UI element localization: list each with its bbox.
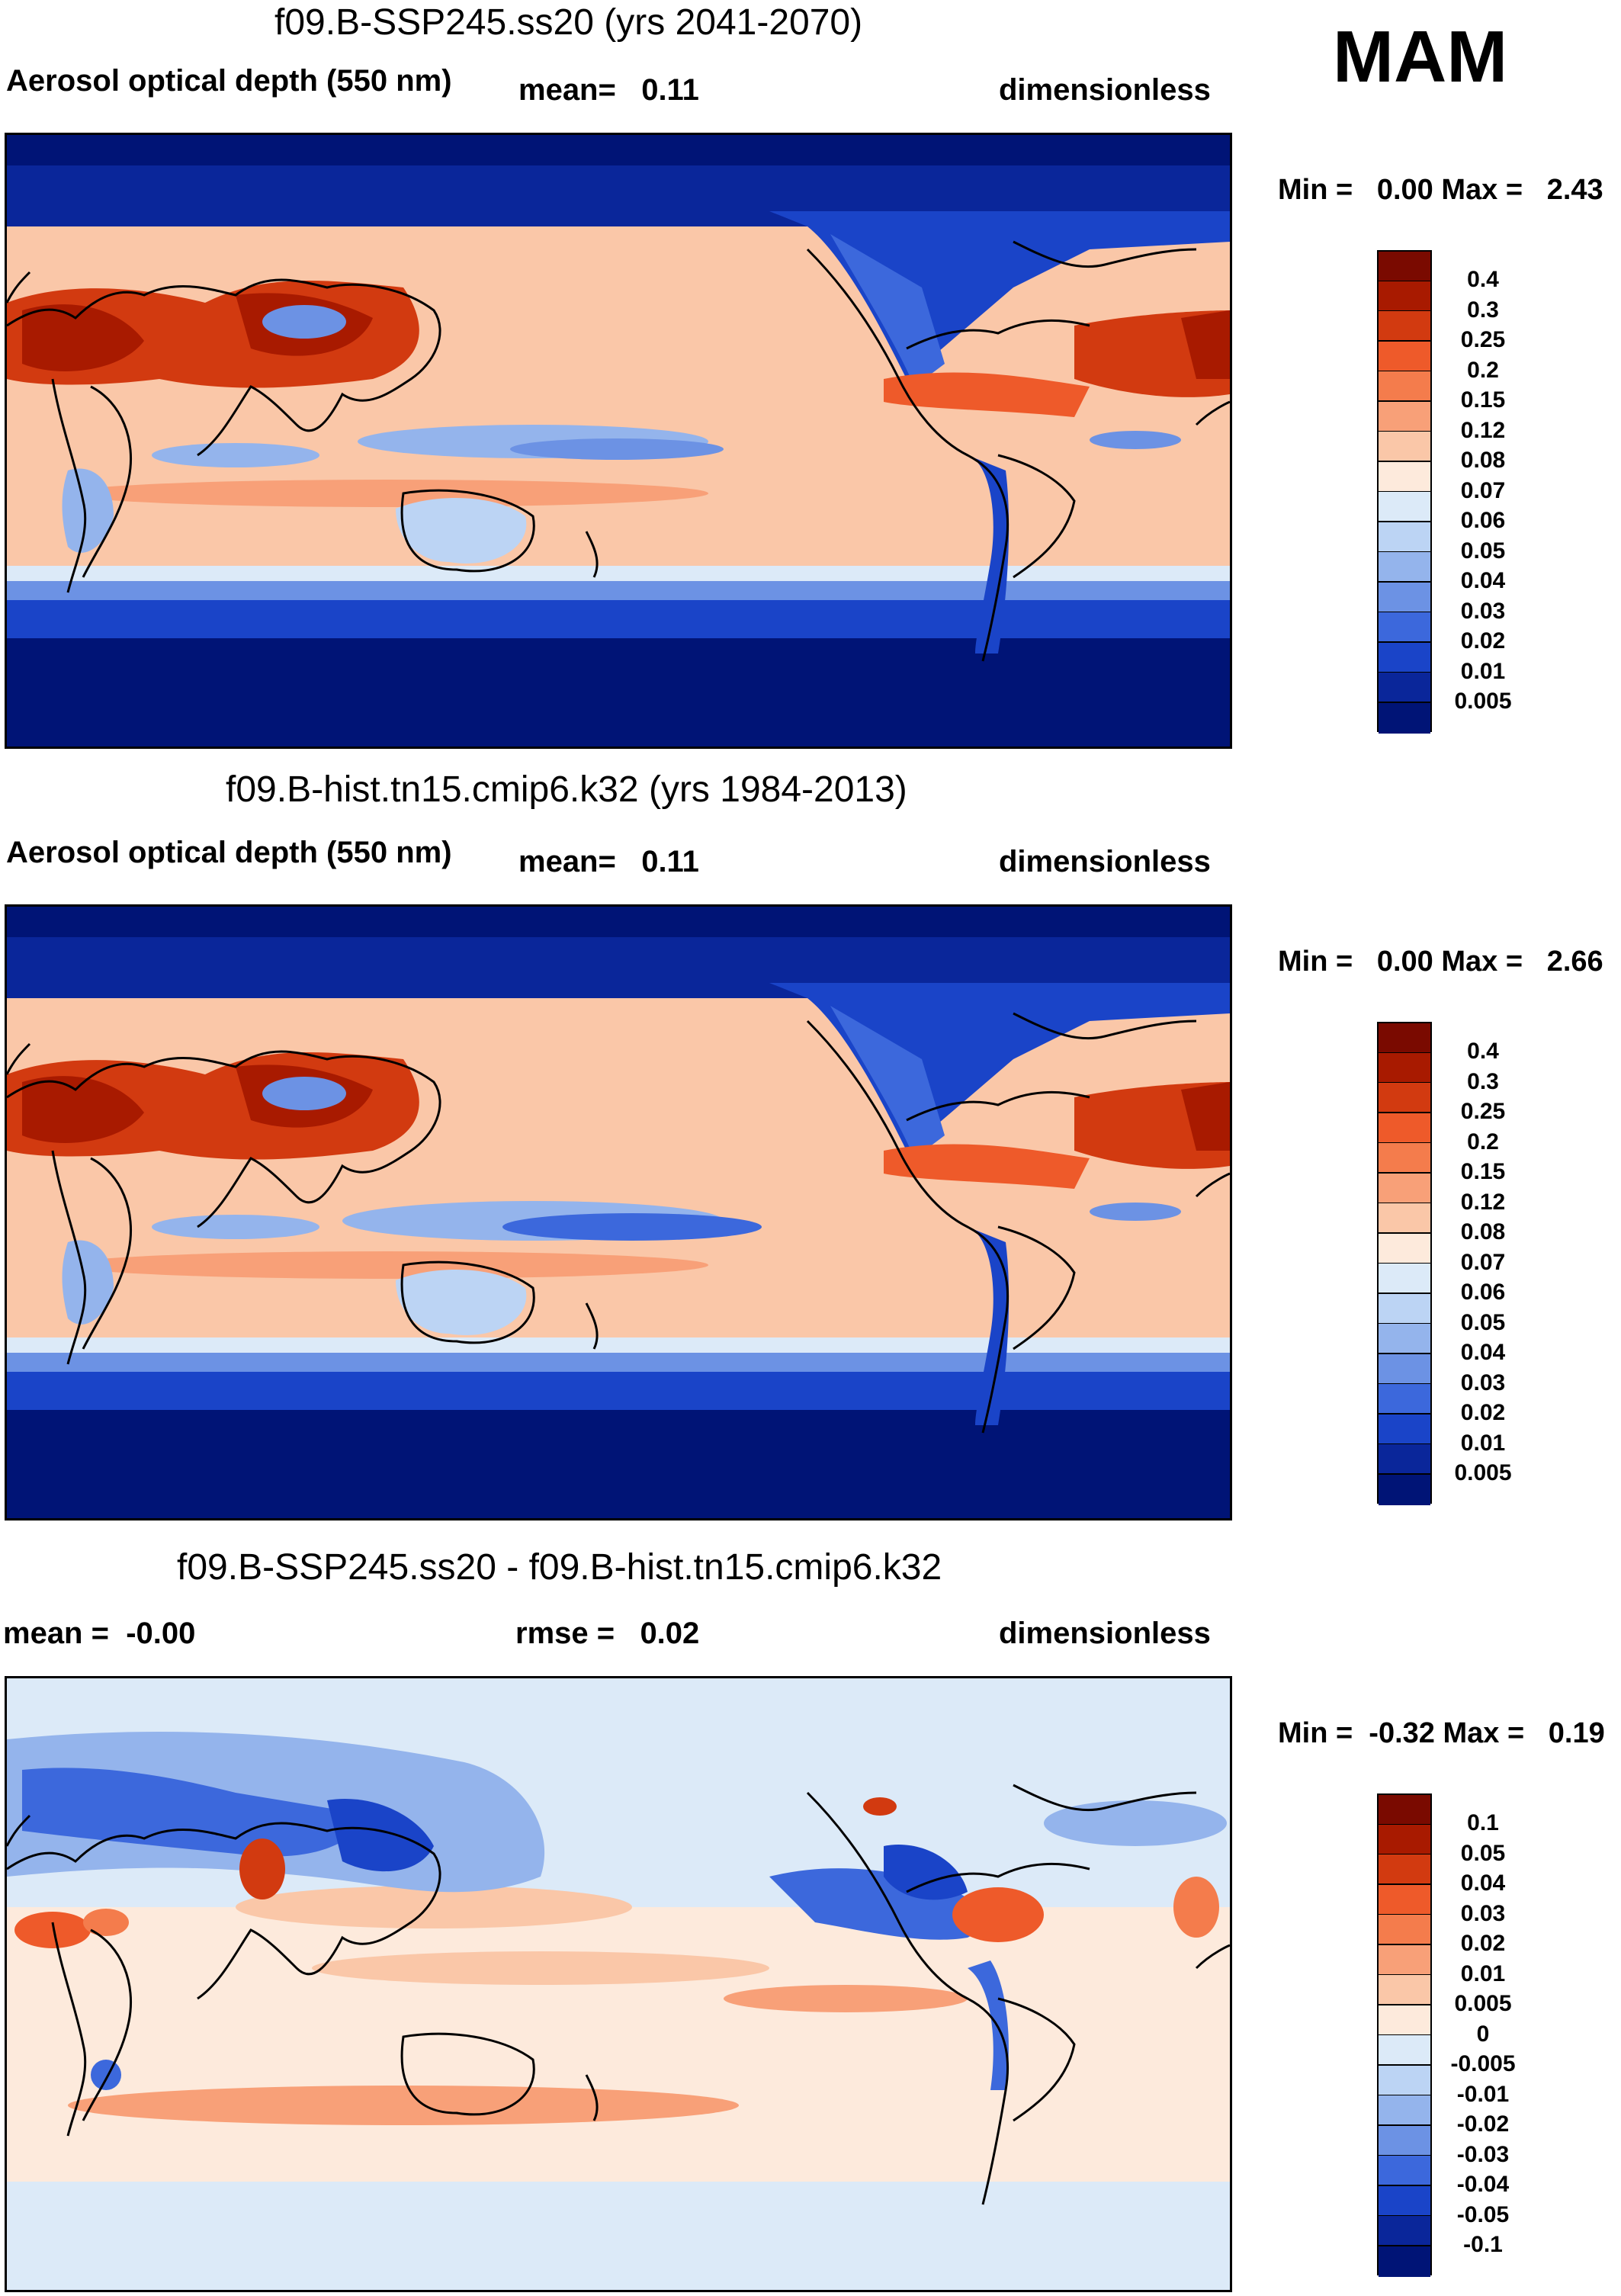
- season-label: MAM: [1333, 16, 1508, 98]
- colorbar-label: 0.07: [1460, 478, 1506, 503]
- colorbar-label: 0.005: [1454, 1991, 1512, 2016]
- colorbar-label: 0.4: [1467, 1039, 1499, 1064]
- colorbar-label: -0.005: [1450, 2051, 1516, 2076]
- colorbar-label: 0.03: [1460, 1370, 1506, 1395]
- colorbar-label: -0.1: [1463, 2232, 1503, 2257]
- colorbar-label: -0.01: [1456, 2082, 1510, 2107]
- colorbar-label: 0.1: [1467, 1810, 1499, 1835]
- colorbar-label: 0.25: [1460, 1099, 1506, 1124]
- colorbar-label: 0.12: [1460, 1190, 1506, 1215]
- panel2-minmax: Min = 0.00 Max = 2.66: [1278, 946, 1603, 978]
- colorbar-label: 0.12: [1460, 418, 1506, 443]
- colorbar-label: -0.05: [1456, 2202, 1510, 2227]
- colorbar-label: 0.15: [1460, 387, 1506, 413]
- panel1-colorbar: [1377, 250, 1432, 734]
- colorbar-label: 0.08: [1460, 448, 1506, 473]
- panel1-title: f09.B-SSP245.ss20 (yrs 2041-2070): [274, 2, 863, 43]
- colorbar-label: 0.005: [1454, 689, 1512, 714]
- colorbar-label: 0.01: [1460, 1431, 1506, 1456]
- colorbar-label: 0.06: [1460, 508, 1506, 533]
- colorbar-label: 0.2: [1467, 1129, 1499, 1154]
- colorbar-label: 0.02: [1460, 1400, 1506, 1425]
- panel2-title: f09.B-hist.tn15.cmip6.k32 (yrs 1984-2013…: [226, 769, 907, 810]
- panel2-map: [5, 904, 1232, 1520]
- panel2-colorbar: [1377, 1022, 1432, 1505]
- colorbar-label: 0.05: [1460, 1310, 1506, 1335]
- colorbar-label: 0.04: [1460, 1871, 1506, 1896]
- colorbar-label: -0.04: [1456, 2172, 1510, 2197]
- colorbar-label: 0.08: [1460, 1219, 1506, 1244]
- panel1-minmax: Min = 0.00 Max = 2.43: [1278, 174, 1603, 206]
- panel3-units-label: dimensionless: [999, 1617, 1211, 1650]
- panel1-map-field: [7, 135, 1230, 747]
- panel2-units-label: dimensionless: [999, 845, 1211, 878]
- panel2-map-field: [7, 907, 1230, 1518]
- colorbar-label: 0.04: [1460, 1340, 1506, 1365]
- panel2-mean-label: mean= 0.11: [518, 845, 699, 878]
- colorbar-label: 0.15: [1460, 1159, 1506, 1184]
- panel3-mean-label: mean = -0.00: [3, 1617, 196, 1650]
- panel1-map: [5, 133, 1232, 749]
- colorbar-label: -0.02: [1456, 2111, 1510, 2137]
- colorbar-label: 0.02: [1460, 1931, 1506, 1956]
- colorbar-label: 0.005: [1454, 1460, 1512, 1485]
- colorbar-label: 0.07: [1460, 1250, 1506, 1275]
- panel3-colorbar: [1377, 1793, 1432, 2277]
- colorbar-label: 0: [1476, 2021, 1490, 2047]
- colorbar-label: 0.01: [1460, 1961, 1506, 1986]
- colorbar-label: 0.05: [1460, 538, 1506, 564]
- panel3-title: f09.B-SSP245.ss20 - f09.B-hist.tn15.cmip…: [177, 1547, 942, 1588]
- colorbar-label: 0.2: [1467, 358, 1499, 383]
- panel2-variable-label: Aerosol optical depth (550 nm): [6, 836, 452, 869]
- colorbar-label: 0.05: [1460, 1841, 1506, 1866]
- panel1-mean-label: mean= 0.11: [518, 73, 699, 107]
- colorbar-label: 0.4: [1467, 267, 1499, 292]
- panel3-map-field: [7, 1678, 1230, 2290]
- colorbar-label: 0.01: [1460, 659, 1506, 684]
- colorbar-label: 0.04: [1460, 568, 1506, 593]
- colorbar-label: 0.03: [1460, 599, 1506, 624]
- panel3-map: [5, 1676, 1232, 2292]
- panel3-rmse-label: rmse = 0.02: [515, 1617, 700, 1650]
- panel1-units-label: dimensionless: [999, 73, 1211, 107]
- colorbar-label: 0.25: [1460, 327, 1506, 352]
- colorbar-label: 0.02: [1460, 628, 1506, 653]
- colorbar-label: 0.3: [1467, 297, 1499, 323]
- colorbar-label: 0.3: [1467, 1069, 1499, 1094]
- colorbar-label: 0.03: [1460, 1901, 1506, 1926]
- colorbar-label: 0.06: [1460, 1280, 1506, 1305]
- panel3-minmax: Min = -0.32 Max = 0.19: [1278, 1717, 1605, 1749]
- colorbar-label: -0.03: [1456, 2142, 1510, 2167]
- panel1-variable-label: Aerosol optical depth (550 nm): [6, 64, 452, 98]
